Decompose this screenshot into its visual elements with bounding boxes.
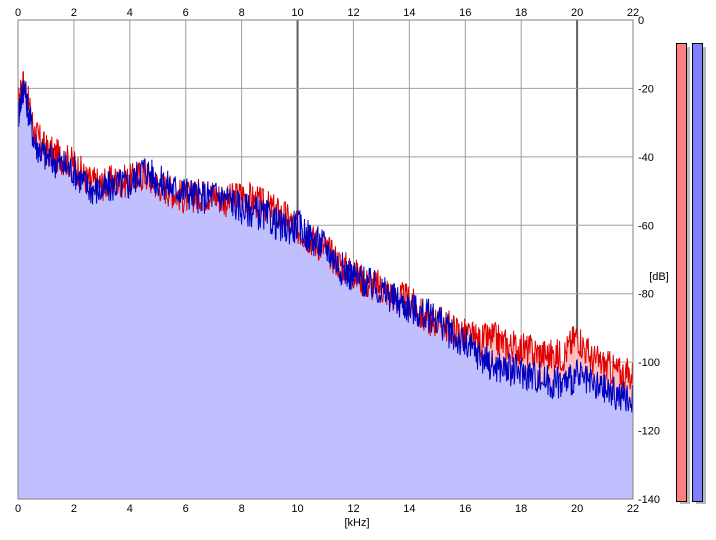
x-tick-label-bottom: 12 bbox=[347, 503, 359, 515]
left-channel-meter bbox=[676, 43, 687, 502]
y-axis-label: [dB] bbox=[649, 271, 669, 283]
y-tick-label: -140 bbox=[638, 494, 660, 506]
plot-frame bbox=[17, 19, 634, 500]
right-channel-meter bbox=[692, 43, 703, 502]
series-area-1 bbox=[18, 79, 633, 500]
x-tick-label-top: 20 bbox=[571, 7, 583, 19]
x-tick-label-top: 16 bbox=[459, 7, 471, 19]
x-tick-label-bottom: 16 bbox=[459, 503, 471, 515]
x-tick-label-top: 12 bbox=[347, 7, 359, 19]
x-tick-label-bottom: 10 bbox=[291, 503, 303, 515]
x-tick-label-top: 8 bbox=[239, 7, 245, 19]
y-tick-label: -100 bbox=[638, 357, 660, 369]
x-tick-label-top: 4 bbox=[127, 7, 133, 19]
x-tick-label-bottom: 6 bbox=[183, 503, 189, 515]
series-line-1 bbox=[17, 79, 634, 413]
x-tick-label-bottom: 22 bbox=[627, 503, 639, 515]
x-tick-label-top: 18 bbox=[515, 7, 527, 19]
x-tick-label-bottom: 20 bbox=[571, 503, 583, 515]
x-tick-label-top: 6 bbox=[183, 7, 189, 19]
x-tick-label-top: 22 bbox=[627, 7, 639, 19]
y-tick-label: 0 bbox=[638, 15, 644, 27]
spectrum-areas bbox=[18, 71, 633, 500]
y-tick-label: -40 bbox=[638, 152, 654, 164]
x-tick-label-top: 2 bbox=[71, 7, 77, 19]
spectrum-lines bbox=[17, 71, 634, 413]
y-tick-label: -60 bbox=[638, 220, 654, 232]
y-tick-label: -20 bbox=[638, 83, 654, 95]
x-tick-label-bottom: 18 bbox=[515, 503, 527, 515]
y-tick-label: -120 bbox=[638, 426, 660, 438]
x-axis-label: [kHz] bbox=[344, 517, 369, 529]
x-tick-label-top: 10 bbox=[291, 7, 303, 19]
x-tick-label-bottom: 14 bbox=[403, 503, 415, 515]
tick-labels: 002244668810101212141416161818202022220-… bbox=[15, 7, 660, 515]
x-tick-label-bottom: 4 bbox=[127, 503, 133, 515]
x-tick-label-top: 0 bbox=[15, 7, 21, 19]
y-tick-label: -80 bbox=[638, 289, 654, 301]
x-tick-label-top: 14 bbox=[403, 7, 415, 19]
x-tick-label-bottom: 0 bbox=[15, 503, 21, 515]
x-tick-label-bottom: 8 bbox=[239, 503, 245, 515]
x-tick-label-bottom: 2 bbox=[71, 503, 77, 515]
